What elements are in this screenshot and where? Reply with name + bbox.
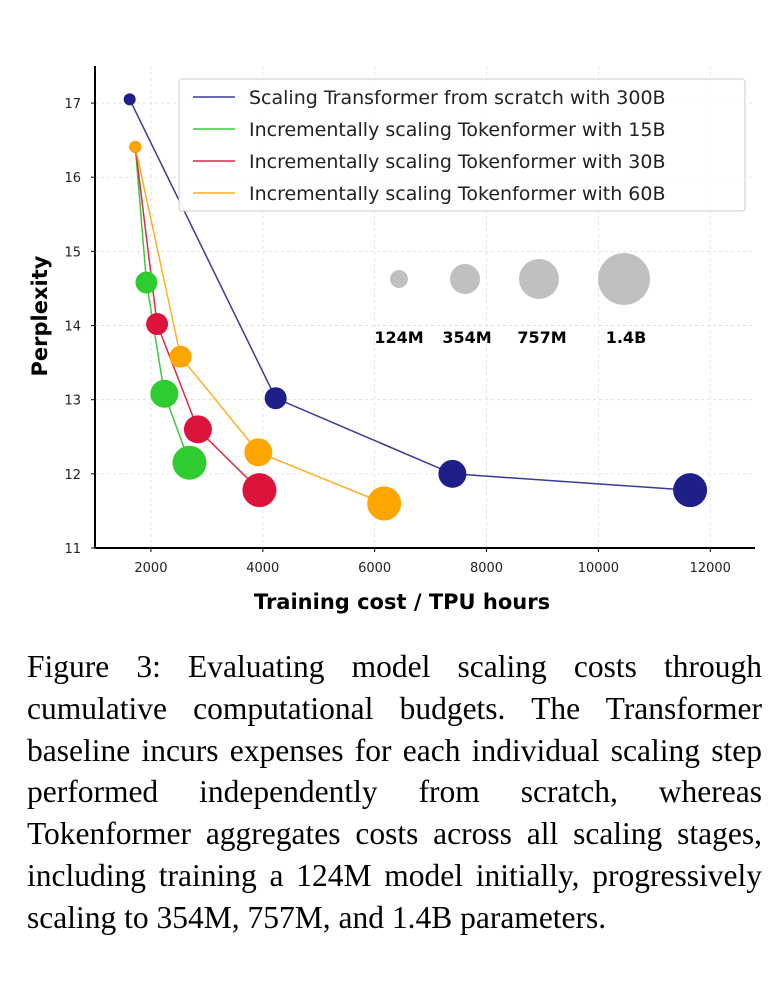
x-tick-label: 6000	[358, 561, 391, 576]
data-point-3-3	[367, 486, 402, 521]
data-point-1-3	[172, 445, 207, 480]
y-tick-label: 15	[64, 245, 81, 260]
legend-label-1: Incrementally scaling Tokenformer with 1…	[249, 119, 666, 141]
y-axis-title: Perplexity	[28, 255, 52, 376]
y-tick-label: 17	[64, 97, 81, 112]
data-points	[123, 93, 708, 521]
x-tick-label: 8000	[470, 561, 503, 576]
figure-caption: Figure 3: Evaluating model scaling costs…	[27, 649, 762, 935]
size-legend: 124M 354M 757M 1.4B	[374, 253, 650, 347]
x-tick-labels: 2000 4000 6000 8000 10000 12000	[134, 548, 731, 576]
axes	[94, 66, 755, 549]
y-tick-label: 11	[64, 542, 81, 557]
legend-box	[178, 78, 746, 212]
x-tick-label: 2000	[134, 561, 167, 576]
size-legend-circle-1	[450, 264, 480, 294]
size-legend-circle-2	[519, 259, 559, 299]
series-line-2	[134, 146, 260, 491]
data-point-2-2	[183, 415, 212, 444]
data-point-2-1	[146, 313, 169, 336]
legend: Scaling Transformer from scratch with 30…	[178, 78, 746, 212]
y-tick-label: 13	[64, 394, 81, 409]
size-legend-label-2: 757M	[517, 328, 566, 347]
y-tick-label: 16	[64, 171, 81, 186]
x-tick-label: 4000	[246, 561, 279, 576]
data-point-3-0	[129, 140, 142, 153]
series-line-3	[134, 146, 385, 505]
y-tick-labels: 11 12 13 14 15 16 17	[64, 97, 95, 557]
series-lines	[129, 99, 691, 505]
data-point-0-1	[264, 387, 287, 410]
series-line-0	[129, 99, 691, 491]
size-legend-label-3: 1.4B	[606, 328, 647, 347]
y-tick-label: 14	[64, 320, 81, 335]
size-legend-circle-3	[598, 253, 650, 305]
data-point-2-3	[242, 473, 277, 508]
data-point-3-2	[244, 438, 273, 467]
data-point-3-1	[169, 345, 192, 368]
y-tick-label: 12	[64, 468, 81, 483]
size-legend-label-1: 354M	[442, 328, 491, 347]
legend-label-2: Incrementally scaling Tokenformer with 3…	[249, 151, 666, 173]
data-point-0-2	[438, 459, 467, 488]
x-tick-label: 12000	[690, 561, 731, 576]
x-tick-label: 10000	[578, 561, 619, 576]
size-legend-circle-0	[390, 270, 408, 288]
x-axis-title: Training cost / TPU hours	[254, 590, 550, 614]
size-legend-label-0: 124M	[374, 328, 423, 347]
legend-label-0: Scaling Transformer from scratch with 30…	[249, 87, 666, 109]
scaling-cost-chart: 2000 4000 6000 8000 10000 12000 1112131415161…	[28, 66, 755, 614]
data-point-1-2	[150, 379, 179, 408]
series-line-1	[134, 146, 191, 463]
data-point-0-0	[123, 93, 136, 106]
data-point-1-1	[135, 271, 158, 294]
legend-label-3: Incrementally scaling Tokenformer with 6…	[249, 183, 666, 205]
data-point-0-3	[673, 473, 708, 508]
